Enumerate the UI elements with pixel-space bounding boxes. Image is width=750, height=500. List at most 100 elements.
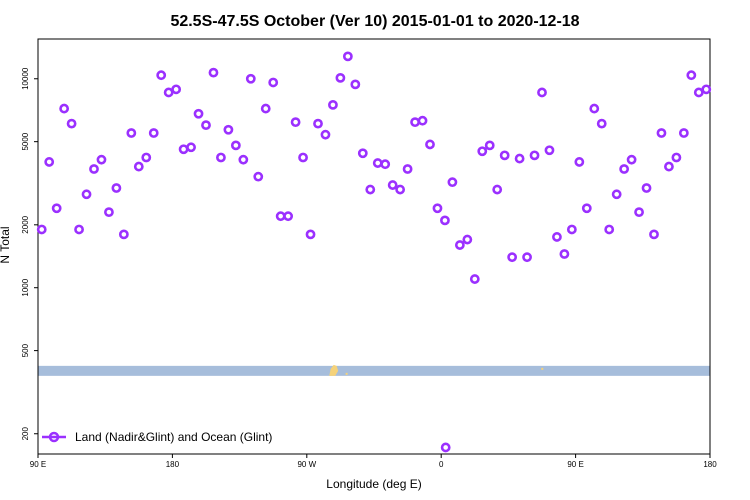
data-point — [141, 152, 152, 163]
data-point — [365, 184, 376, 195]
data-point — [313, 118, 323, 129]
data-point — [440, 215, 450, 226]
data-point — [171, 84, 182, 95]
land-patch — [541, 367, 544, 370]
data-point — [36, 224, 47, 235]
data-point — [44, 157, 55, 167]
data-point — [589, 103, 600, 114]
data-point — [387, 180, 398, 190]
land-patch — [345, 372, 348, 375]
data-point — [357, 148, 368, 159]
data-point — [156, 70, 167, 81]
data-point — [186, 142, 196, 153]
data-point — [118, 229, 129, 240]
data-point — [104, 207, 114, 218]
data-point — [574, 157, 585, 167]
data-point — [440, 442, 451, 453]
data-point — [678, 128, 689, 138]
data-point — [649, 229, 659, 240]
data-point — [619, 164, 630, 174]
map-strip — [38, 364, 710, 376]
data-point — [395, 184, 406, 195]
data-point — [552, 232, 562, 242]
data-point — [342, 51, 353, 62]
data-point — [133, 161, 144, 172]
data-point — [529, 150, 540, 161]
data-point — [193, 108, 204, 119]
data-point — [126, 128, 137, 138]
data-point — [432, 203, 443, 214]
data-point — [201, 120, 211, 131]
data-point — [522, 252, 532, 263]
data-point — [566, 224, 577, 235]
data-point — [537, 87, 547, 98]
data-point — [320, 129, 331, 140]
data-point — [51, 203, 62, 214]
data-point — [664, 161, 674, 172]
data-point — [634, 207, 644, 218]
x-tick-label: 180 — [166, 460, 180, 469]
data-point — [380, 159, 391, 170]
data-point — [425, 139, 435, 150]
data-point — [148, 128, 159, 138]
data-point — [544, 145, 555, 156]
data-point — [671, 152, 682, 163]
legend-entry: Land (Nadir&Glint) and Ocean (Glint) — [75, 430, 272, 444]
x-tick-label: 90 E — [567, 460, 583, 469]
y-tick-label: 5000 — [21, 132, 30, 150]
data-point — [298, 152, 308, 163]
y-tick-label: 2000 — [21, 215, 30, 233]
data-point — [693, 87, 704, 98]
data-point — [447, 177, 458, 188]
data-point — [216, 152, 226, 163]
data-point — [454, 240, 465, 250]
land-patch — [329, 364, 339, 376]
data-point — [290, 117, 301, 128]
x-tick-label: 90 W — [297, 460, 316, 469]
data-point — [163, 87, 174, 98]
data-point — [96, 154, 107, 165]
x-tick-label: 0 — [439, 460, 444, 469]
x-tick-label: 180 — [703, 460, 717, 469]
data-point — [238, 154, 249, 165]
data-point — [268, 77, 279, 88]
data-point — [59, 103, 70, 114]
data-point — [686, 70, 697, 81]
data-point — [581, 203, 592, 214]
data-point — [335, 72, 346, 83]
x-tick-label: 90 E — [30, 460, 46, 469]
data-point — [462, 234, 473, 245]
data-point — [596, 118, 607, 129]
y-tick-label: 10000 — [21, 67, 30, 90]
data-point — [111, 183, 122, 193]
data-points — [36, 51, 712, 453]
data-point — [245, 73, 256, 84]
x-axis: 90 E 180 90 W 0 90 E 180 — [30, 454, 717, 469]
data-point — [74, 224, 84, 235]
ocean-band — [38, 365, 710, 376]
data-point — [701, 84, 712, 95]
data-point — [492, 184, 503, 195]
data-point — [81, 189, 92, 200]
data-point — [223, 124, 234, 135]
x-axis-label: Longitude (deg E) — [326, 477, 421, 491]
y-axis-label: N Total — [0, 226, 12, 263]
data-point — [66, 118, 77, 129]
data-point — [283, 211, 294, 222]
data-point — [89, 164, 99, 174]
y-tick-label: 1000 — [21, 278, 30, 296]
data-point — [507, 252, 518, 263]
data-point — [559, 249, 570, 259]
data-point — [611, 189, 622, 200]
legend: Land (Nadir&Glint) and Ocean (Glint) — [42, 430, 272, 444]
data-point — [499, 150, 510, 161]
data-point — [514, 153, 525, 164]
data-point — [328, 99, 338, 110]
data-point — [402, 164, 413, 174]
chart-title: 52.5S-47.5S October (Ver 10) 2015-01-01 … — [170, 13, 579, 30]
data-point — [230, 140, 241, 151]
data-point — [626, 154, 637, 165]
data-point — [469, 274, 480, 284]
